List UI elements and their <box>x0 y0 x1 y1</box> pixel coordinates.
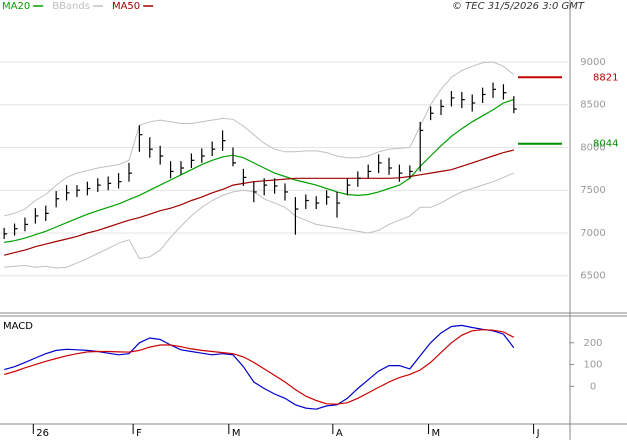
last-value-label: 8044 <box>593 139 618 150</box>
y-tick-label: 9000 <box>580 57 605 68</box>
y-tick-label: 7500 <box>580 185 605 196</box>
x-tick-label: 26 <box>36 428 49 439</box>
line <box>4 324 515 410</box>
x-tick-label: F <box>136 428 142 439</box>
x-tick-label: A <box>336 428 343 439</box>
y-tick-label: 8500 <box>580 100 605 111</box>
y-tick-label: 0 <box>590 381 596 392</box>
y-tick-label: 8000 <box>580 142 605 153</box>
legend-label: MA20 <box>2 1 30 12</box>
x-tick-label: M <box>432 428 441 439</box>
band-line <box>4 172 514 269</box>
source: © TEC 31/5/2026 3:0 GMT <box>452 1 585 12</box>
y-tick-label: 6500 <box>580 271 605 282</box>
ma-line <box>4 99 514 243</box>
x-tick-label: M <box>232 428 241 439</box>
legend-label: BBands <box>52 1 90 12</box>
y-tick-label: 7000 <box>580 228 605 239</box>
x-tick-label: J <box>536 428 540 439</box>
last-value-label: 8821 <box>593 72 618 83</box>
y-tick-label: 200 <box>583 338 602 349</box>
panel-title: MACD <box>3 321 33 332</box>
y-tick-label: 100 <box>583 360 602 371</box>
legend-label: MA50 <box>112 1 140 12</box>
ma-line <box>4 149 514 256</box>
band-line <box>4 61 515 217</box>
line <box>4 329 515 405</box>
